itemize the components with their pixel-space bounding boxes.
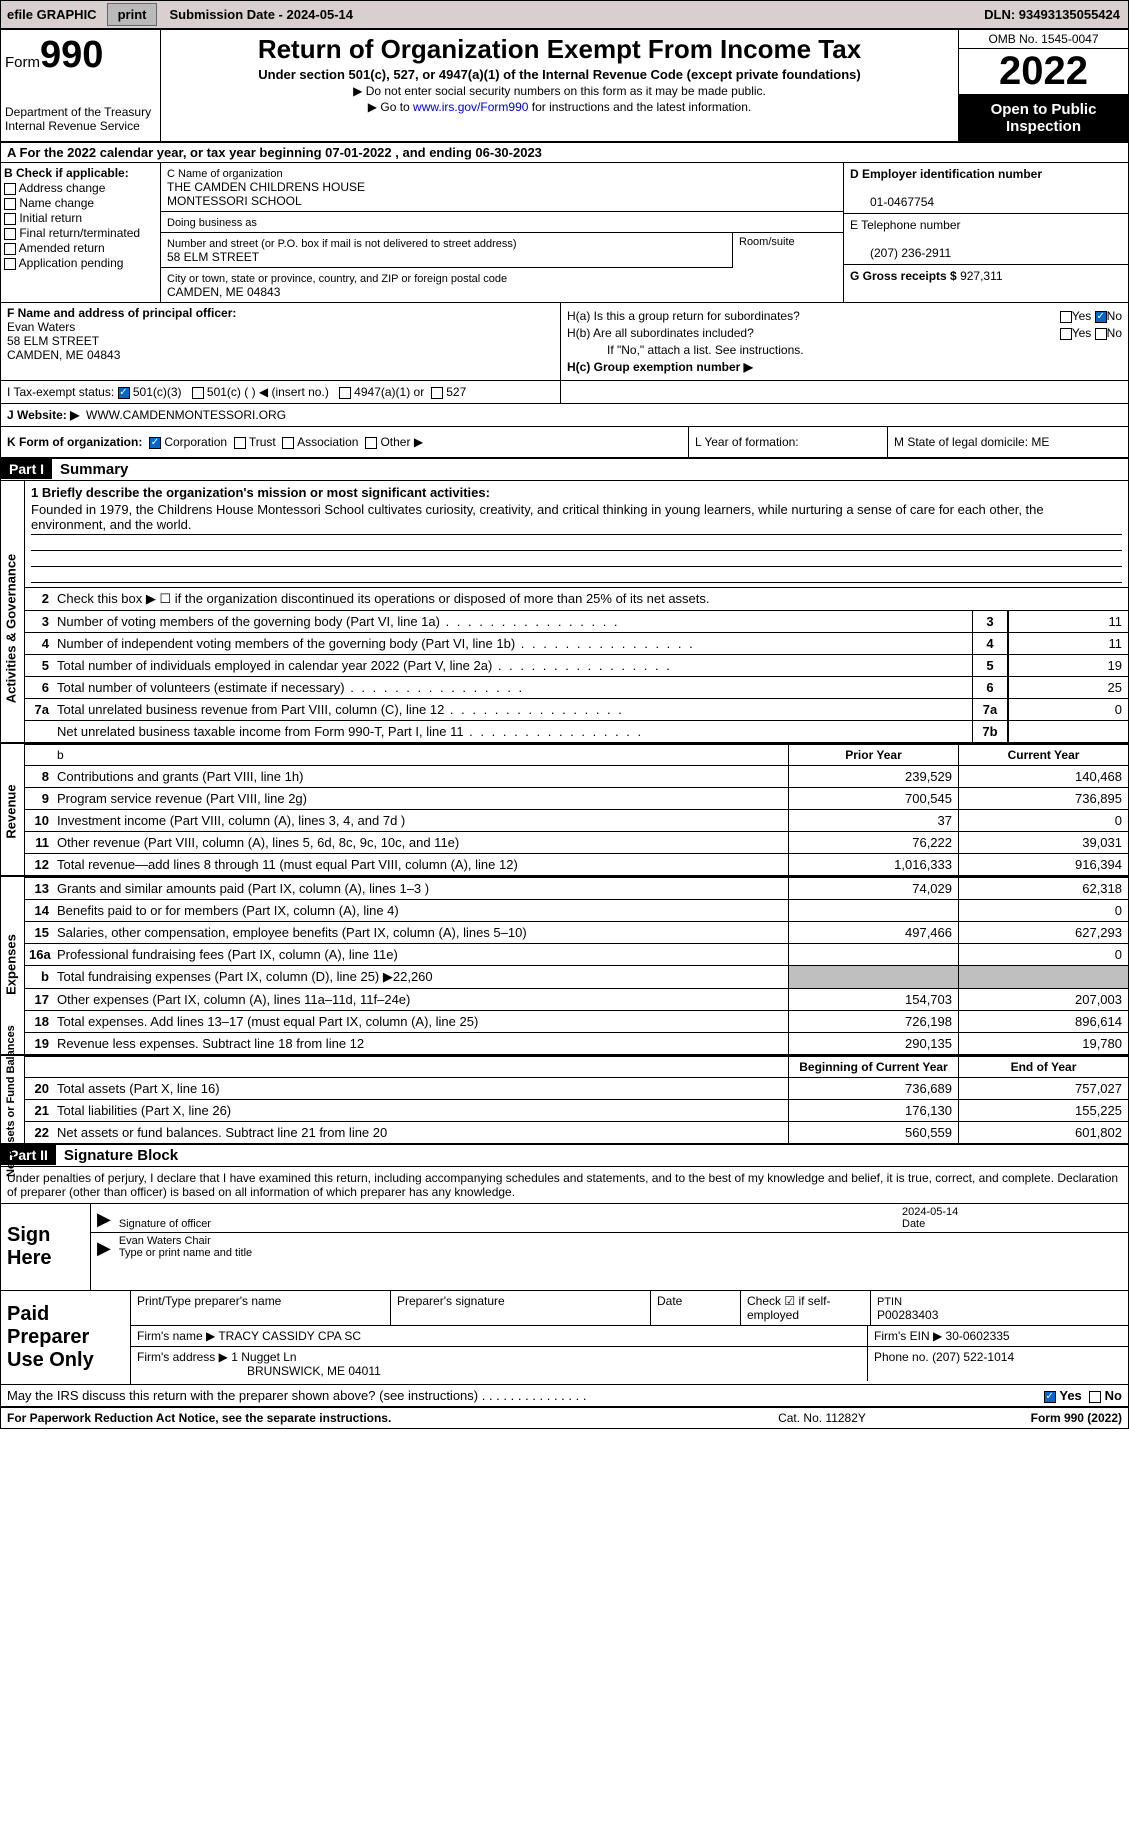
org-street: 58 ELM STREET — [167, 250, 259, 264]
dln: DLN: 93493135055424 — [976, 4, 1128, 25]
summary-row: 18Total expenses. Add lines 13–17 (must … — [25, 1010, 1128, 1032]
page-footer: For Paperwork Reduction Act Notice, see … — [1, 1408, 1128, 1428]
summary-row: 9Program service revenue (Part VIII, lin… — [25, 787, 1128, 809]
part-2-header: Part IISignature Block — [1, 1145, 1128, 1167]
summary-row: 3Number of voting members of the governi… — [25, 610, 1128, 632]
summary-row: 16aProfessional fundraising fees (Part I… — [25, 943, 1128, 965]
omb-number: OMB No. 1545-0047 — [959, 30, 1128, 49]
vtab-revenue: Revenue — [1, 744, 25, 875]
irs-link[interactable]: www.irs.gov/Form990 — [413, 100, 528, 114]
irs-discuss: May the IRS discuss this return with the… — [1, 1385, 1128, 1408]
vtab-net-assets: Net Assets or Fund Balances — [1, 1056, 25, 1143]
vtab-governance: Activities & Governance — [1, 481, 25, 742]
summary-row: 14Benefits paid to or for members (Part … — [25, 899, 1128, 921]
summary-row: bTotal fundraising expenses (Part IX, co… — [25, 965, 1128, 988]
org-name-1: THE CAMDEN CHILDRENS HOUSE — [167, 180, 365, 194]
section-d: D Employer identification number 01-0467… — [843, 163, 1128, 302]
section-l: L Year of formation: — [688, 427, 888, 457]
form-subtitle-2: ▶ Do not enter social security numbers o… — [169, 84, 950, 98]
form-subtitle-3: ▶ Go to www.irs.gov/Form990 for instruct… — [169, 100, 950, 114]
section-h: H(a) Is this a group return for subordin… — [561, 303, 1128, 380]
summary-row: 5Total number of individuals employed in… — [25, 654, 1128, 676]
section-j: J Website: ▶ WWW.CAMDENMONTESSORI.ORG — [7, 408, 567, 422]
signature-intro: Under penalties of perjury, I declare th… — [1, 1167, 1128, 1204]
org-city: CAMDEN, ME 04843 — [167, 285, 280, 299]
summary-row: 10Investment income (Part VIII, column (… — [25, 809, 1128, 831]
summary-row: 22Net assets or fund balances. Subtract … — [25, 1121, 1128, 1143]
line-2: 2 Check this box ▶ ☐ if the organization… — [25, 587, 1128, 610]
website: WWW.CAMDENMONTESSORI.ORG — [86, 408, 286, 422]
section-b: B Check if applicable: Address change Na… — [1, 163, 161, 302]
irs-label: Internal Revenue Service — [5, 119, 156, 133]
form-subtitle-1: Under section 501(c), 527, or 4947(a)(1)… — [169, 67, 950, 82]
gross-receipts: 927,311 — [960, 269, 1003, 283]
tax-year: 2022 — [959, 49, 1128, 95]
dept-treasury: Department of the Treasury — [5, 105, 156, 119]
summary-row: 13Grants and similar amounts paid (Part … — [25, 877, 1128, 899]
paid-preparer-block: Paid Preparer Use Only Print/Type prepar… — [1, 1291, 1128, 1385]
tax-period: A For the 2022 calendar year, or tax yea… — [1, 143, 1128, 163]
print-button[interactable]: print — [107, 3, 158, 26]
open-inspection: Open to Public Inspection — [959, 95, 1128, 141]
section-f: F Name and address of principal officer:… — [1, 303, 561, 380]
section-k: K Form of organization: Corporation Trus… — [1, 427, 688, 457]
form-header: Form990 Department of the Treasury Inter… — [1, 30, 1128, 143]
mission-block: 1 Briefly describe the organization's mi… — [25, 481, 1128, 587]
summary-row: 15Salaries, other compensation, employee… — [25, 921, 1128, 943]
section-m: M State of legal domicile: ME — [888, 427, 1128, 457]
section-c: C Name of organization THE CAMDEN CHILDR… — [161, 163, 843, 302]
summary-row: 6Total number of volunteers (estimate if… — [25, 676, 1128, 698]
phone: (207) 236-2911 — [850, 246, 951, 260]
summary-row: 20Total assets (Part X, line 16)736,6897… — [25, 1077, 1128, 1099]
summary-row: 7aTotal unrelated business revenue from … — [25, 698, 1128, 720]
fin-header-revenue: b Prior Year Current Year — [25, 744, 1128, 765]
form-number: Form990 — [5, 34, 156, 77]
form-title: Return of Organization Exempt From Incom… — [169, 34, 950, 65]
efile-label: efile GRAPHIC — [1, 4, 103, 25]
section-i: I Tax-exempt status: 501(c)(3) 501(c) ( … — [1, 381, 561, 403]
summary-row: 17Other expenses (Part IX, column (A), l… — [25, 988, 1128, 1010]
summary-row: 8Contributions and grants (Part VIII, li… — [25, 765, 1128, 787]
summary-row: 12Total revenue—add lines 8 through 11 (… — [25, 853, 1128, 875]
ein: 01-0467754 — [850, 195, 934, 209]
sign-here-block: Sign Here ▶ Signature of officer 2024-05… — [1, 1204, 1128, 1291]
summary-row: 19Revenue less expenses. Subtract line 1… — [25, 1032, 1128, 1054]
summary-row: Net unrelated business taxable income fr… — [25, 720, 1128, 742]
org-name-2: MONTESSORI SCHOOL — [167, 194, 302, 208]
summary-row: 11Other revenue (Part VIII, column (A), … — [25, 831, 1128, 853]
submission-date: Submission Date - 2024-05-14 — [161, 4, 361, 25]
fin-header-net: Beginning of Current Year End of Year — [25, 1056, 1128, 1077]
summary-row: 21Total liabilities (Part X, line 26)176… — [25, 1099, 1128, 1121]
summary-row: 4Number of independent voting members of… — [25, 632, 1128, 654]
top-toolbar: efile GRAPHIC print Submission Date - 20… — [0, 0, 1129, 29]
part-1-header: Part ISummary — [1, 459, 1128, 481]
